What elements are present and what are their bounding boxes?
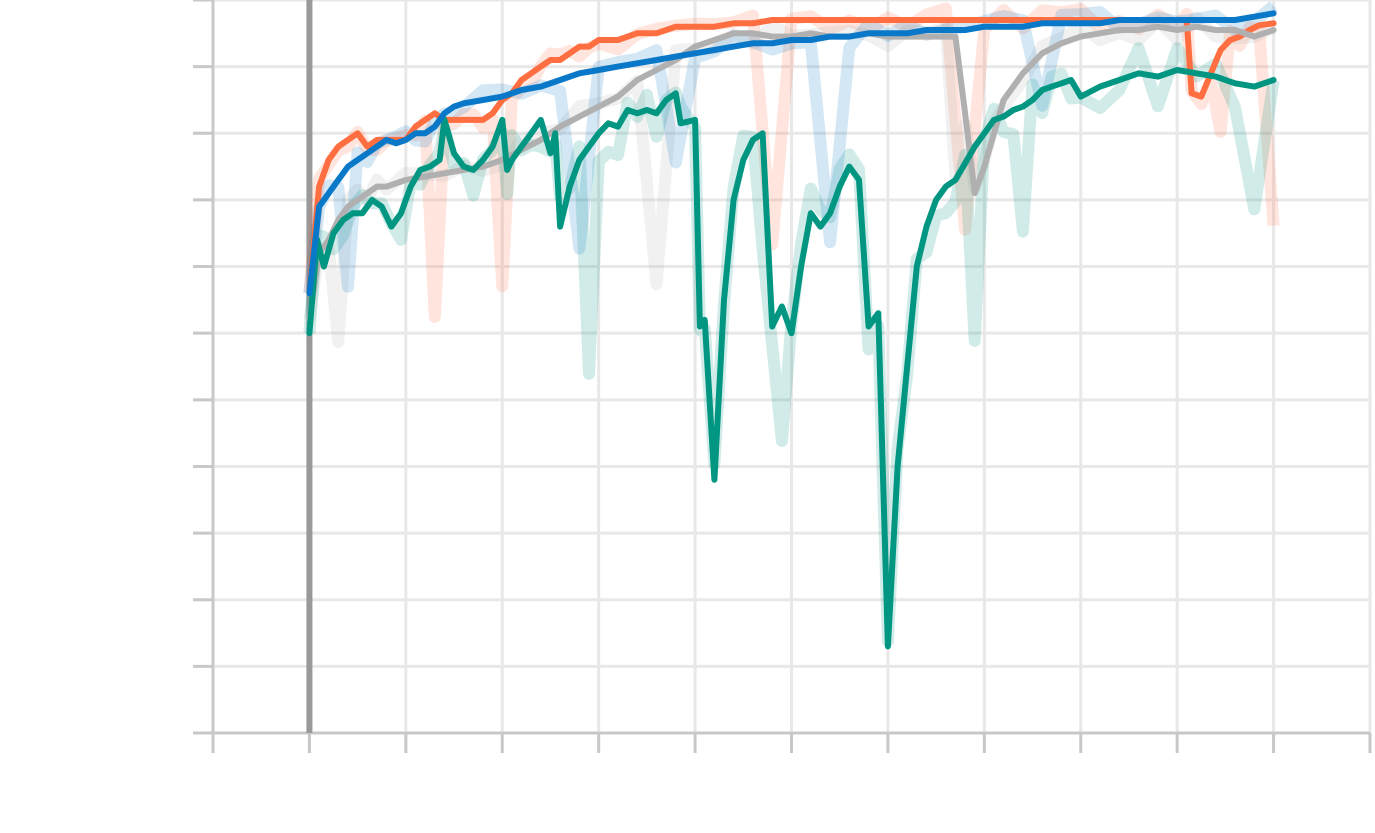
series-lines bbox=[306, 10, 1277, 650]
series-line-teal bbox=[306, 67, 1277, 650]
series-line-gray bbox=[306, 23, 1277, 323]
axes bbox=[193, 0, 1372, 753]
series-line-blue bbox=[306, 10, 1277, 297]
series-raw-band bbox=[303, 11, 1277, 349]
